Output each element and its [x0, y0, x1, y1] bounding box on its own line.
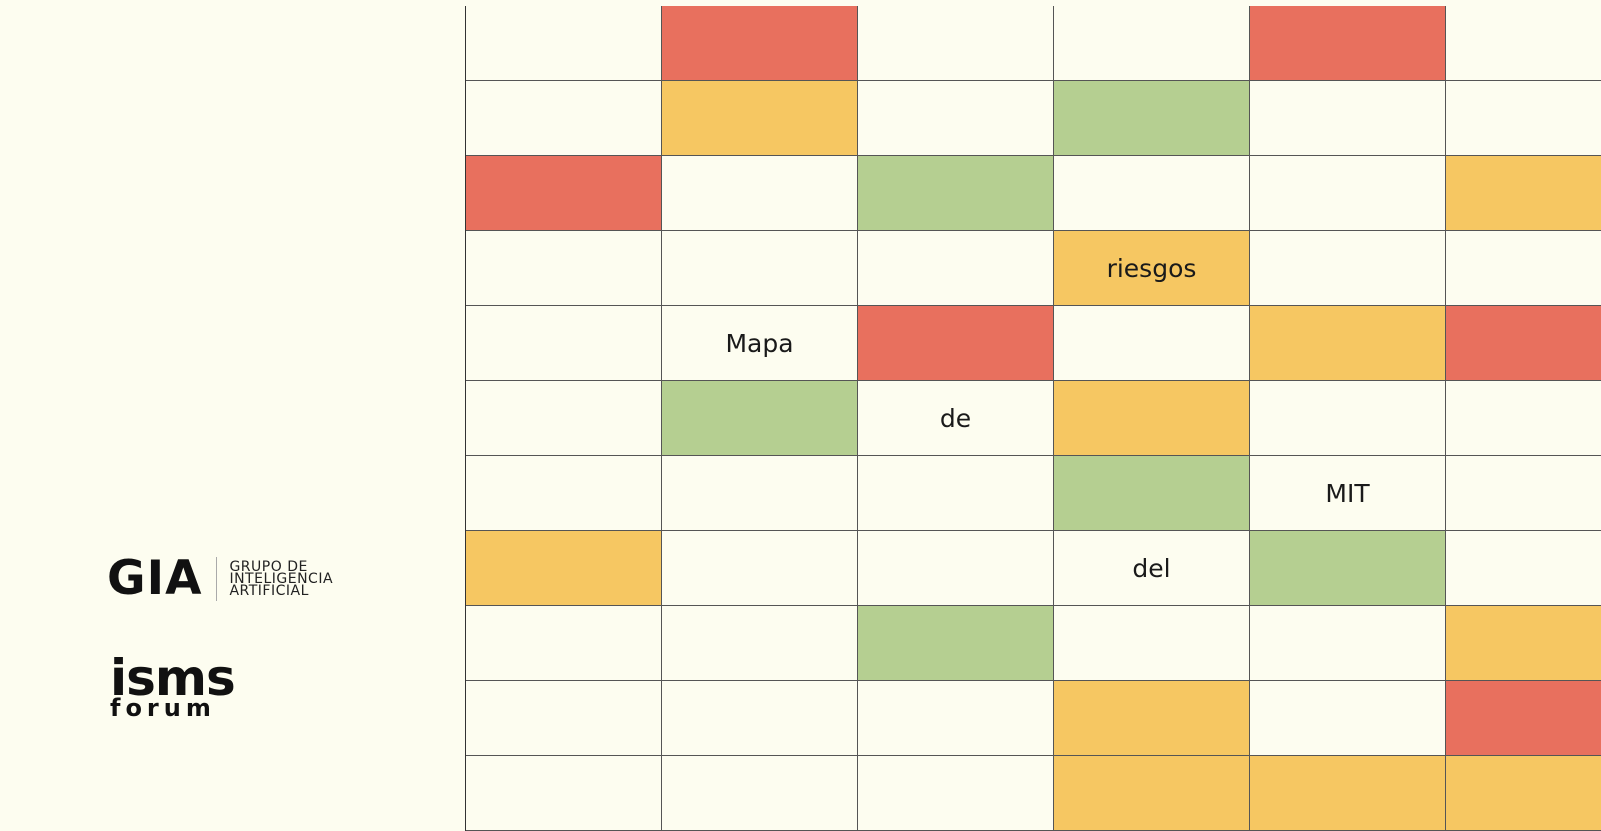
- grid-cell: [662, 531, 858, 606]
- grid-cell: [1054, 381, 1250, 456]
- grid-cell: [858, 306, 1054, 381]
- gia-logo-mark: GIA: [107, 551, 203, 606]
- gia-logo-line: GRUPO DE: [229, 558, 308, 575]
- grid-cell: [466, 81, 662, 156]
- gia-logo: GIA GRUPO DE INTELIGENCIA ARTIFICIAL: [107, 555, 333, 602]
- isms-forum-logo: isms forum: [110, 649, 236, 722]
- grid-cell: [858, 81, 1054, 156]
- grid-cell: [662, 456, 858, 531]
- grid-cell-title-word: MIT: [1250, 456, 1446, 531]
- grid-cell: [1446, 156, 1601, 231]
- grid-cell: [1054, 306, 1250, 381]
- grid-cell: [1446, 681, 1601, 756]
- grid-cell: [1250, 156, 1446, 231]
- grid-cell: [662, 606, 858, 681]
- grid-cell: [858, 231, 1054, 306]
- grid-cell: [662, 231, 858, 306]
- grid-cell: [1250, 681, 1446, 756]
- grid-cell: [662, 756, 858, 831]
- grid-cell-title-word: Mapa: [662, 306, 858, 381]
- grid-cell: [466, 756, 662, 831]
- grid-cell: [1250, 756, 1446, 831]
- grid-cell-title-word: riesgos: [1054, 231, 1250, 306]
- grid-cell: [858, 456, 1054, 531]
- gia-logo-line: ARTIFICIAL: [229, 582, 309, 599]
- grid-cell: [662, 6, 858, 81]
- grid-cell: [1054, 6, 1250, 81]
- grid-cell: [1446, 606, 1601, 681]
- grid-cell: [858, 531, 1054, 606]
- grid-cell: [1250, 6, 1446, 81]
- grid-cell: [1446, 6, 1601, 81]
- grid-cell: [1446, 381, 1601, 456]
- grid-cell: [662, 156, 858, 231]
- risk-map-grid: riesgos Mapa de MIT del: [465, 6, 1601, 831]
- grid-cell: [466, 231, 662, 306]
- grid-cell: [466, 531, 662, 606]
- grid-cell: [858, 681, 1054, 756]
- grid-cell: [858, 6, 1054, 81]
- grid-cell: [466, 6, 662, 81]
- grid-cell: [662, 81, 858, 156]
- gia-logo-text: GRUPO DE INTELIGENCIA ARTIFICIAL: [229, 558, 334, 599]
- grid-cell: [466, 456, 662, 531]
- grid-cell: [858, 756, 1054, 831]
- grid-cell-title-word: de: [858, 381, 1054, 456]
- grid-cell: [1054, 681, 1250, 756]
- grid-cell: [1250, 381, 1446, 456]
- grid-cell: [466, 606, 662, 681]
- grid-cell: [662, 381, 858, 456]
- grid-cell: [1250, 531, 1446, 606]
- grid-cell: [1054, 756, 1250, 831]
- gia-logo-divider: [216, 556, 218, 601]
- grid-cell: [1054, 456, 1250, 531]
- grid-cell: [1250, 306, 1446, 381]
- gia-logo-line: INTELIGENCIA: [229, 570, 334, 587]
- grid-cell: [662, 681, 858, 756]
- grid-cell: [466, 306, 662, 381]
- grid-cell: [1054, 606, 1250, 681]
- grid-cell-title-word: del: [1054, 531, 1250, 606]
- grid-cell: [1446, 756, 1601, 831]
- grid-cell: [1446, 306, 1601, 381]
- grid-cell: [1446, 81, 1601, 156]
- grid-cell: [1250, 606, 1446, 681]
- grid-cell: [1250, 81, 1446, 156]
- grid-cell: [858, 156, 1054, 231]
- grid-cell: [1054, 156, 1250, 231]
- grid-cell: [1446, 531, 1601, 606]
- grid-cell: [1446, 231, 1601, 306]
- grid-cell: [466, 381, 662, 456]
- grid-cell: [1250, 231, 1446, 306]
- grid-cell: [466, 681, 662, 756]
- isms-logo-word: isms: [110, 649, 236, 707]
- grid-cell: [466, 156, 662, 231]
- grid-cell: [858, 606, 1054, 681]
- grid-cell: [1446, 456, 1601, 531]
- forum-logo-word: forum: [110, 694, 216, 722]
- grid-cell: [1054, 81, 1250, 156]
